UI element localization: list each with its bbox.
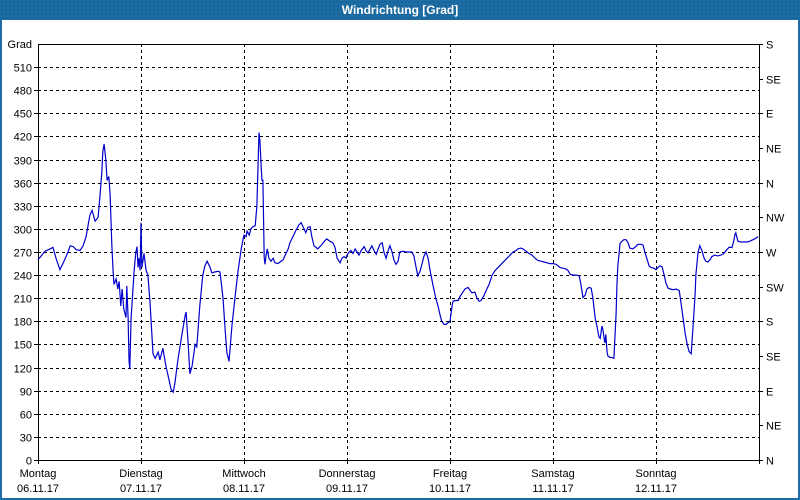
y-axis-tick-label: 150 xyxy=(14,340,32,352)
date-label: 06.11.17 xyxy=(17,483,59,495)
date-label: 11.11.17 xyxy=(532,483,573,495)
window-title: Windrichtung [Grad] xyxy=(341,3,459,17)
compass-tick-label: NE xyxy=(766,144,781,156)
plot-border xyxy=(38,44,760,461)
window-titlebar: Windrichtung [Grad] xyxy=(0,0,800,20)
date-label: 12.11.17 xyxy=(635,483,677,495)
y-axis-tick-label: 120 xyxy=(14,364,32,376)
day-label: Freitag xyxy=(433,468,467,480)
day-label: Samstag xyxy=(531,468,574,480)
y-axis-tick-label: 390 xyxy=(14,156,32,168)
compass-tick-label: E xyxy=(766,109,773,121)
compass-tick-label: SE xyxy=(766,352,781,364)
day-label: Mittwoch xyxy=(222,468,265,480)
day-label: Dienstag xyxy=(119,468,162,480)
y-axis-tick-label: 360 xyxy=(14,179,32,191)
y-axis-tick-label: 240 xyxy=(14,271,32,283)
day-label: Sonntag xyxy=(636,468,677,480)
date-label: 09.11.17 xyxy=(326,483,368,495)
day-label: Donnerstag xyxy=(319,468,376,480)
compass-tick-label: N xyxy=(766,179,774,191)
y-axis-tick-label: 30 xyxy=(20,433,32,445)
compass-tick-label: S xyxy=(766,40,773,52)
compass-tick-label: W xyxy=(766,248,777,260)
y-axis-tick-label: 330 xyxy=(14,202,32,214)
wind-direction-chart: 0 30 60 90 120 150 180 210 240 270 300 330 360 390 420… xyxy=(8,39,785,495)
compass-tick-label: NW xyxy=(766,213,785,225)
y-axis-caption: Grad xyxy=(8,39,32,51)
date-label: 08.11.17 xyxy=(223,483,265,495)
wind-direction-line xyxy=(37,132,759,394)
y-axis-tick-label: 480 xyxy=(14,86,32,98)
y-axis-tick-label: 450 xyxy=(14,109,32,121)
y-axis-tick-label: 180 xyxy=(14,317,32,329)
y-axis-tick-label: 60 xyxy=(20,410,32,422)
compass-tick-label: SW xyxy=(766,283,784,295)
date-label: 10.11.17 xyxy=(429,483,471,495)
date-label: 07.11.17 xyxy=(120,483,162,495)
y-axis-tick-label: 210 xyxy=(14,294,32,306)
y-axis-tick-label: 420 xyxy=(14,132,32,144)
y-axis-tick-label: 510 xyxy=(14,63,32,75)
y-axis-tick-label: 90 xyxy=(20,387,32,399)
compass-tick-label: SE xyxy=(766,75,781,87)
compass-tick-label: NE xyxy=(766,421,781,433)
compass-tick-label: S xyxy=(766,317,773,329)
chart-area: 0 30 60 90 120 150 180 210 240 270 300 330 360 390 420… xyxy=(0,20,800,500)
y-axis-tick-label: 0 xyxy=(26,456,32,468)
compass-tick-label: E xyxy=(766,387,773,399)
compass-tick-label: N xyxy=(766,456,774,468)
day-label: Montag xyxy=(20,468,57,480)
y-axis-tick-label: 300 xyxy=(14,225,32,237)
y-axis-tick-label: 270 xyxy=(14,248,32,260)
